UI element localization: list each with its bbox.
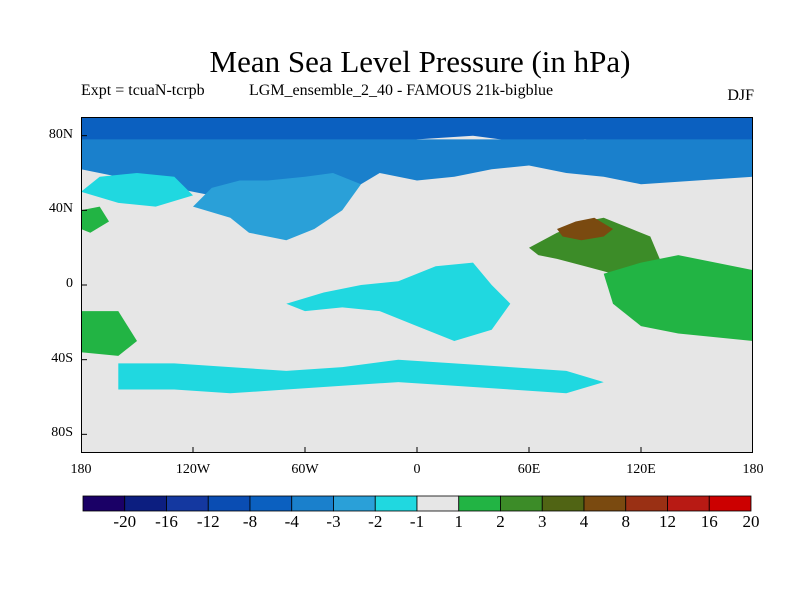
colorbar-label: 1 [454, 512, 464, 531]
colorbar-swatch [500, 495, 543, 512]
x-tick-label: 60W [291, 462, 319, 477]
ensemble-label: LGM_ensemble_2_40 - FAMOUS 21k-bigblue [249, 82, 554, 99]
colorbar-swatch [625, 495, 668, 512]
colorbar-swatch [166, 495, 209, 512]
colorbar-label: -12 [196, 512, 220, 531]
colorbar-swatch [667, 495, 710, 512]
y-tick-label: 0 [66, 276, 73, 291]
colorbar-label: 12 [659, 512, 676, 531]
pressure-map [81, 117, 753, 453]
colorbar-swatch [124, 495, 167, 512]
anomaly-region-north-atlantic-positive [81, 206, 109, 233]
anomaly-region-north-america-atlantic-negative [193, 173, 361, 241]
anomaly-region-southern-ocean-negative [118, 359, 604, 394]
colorbar-swatch [82, 495, 126, 512]
y-tick-label: 80S [51, 425, 73, 441]
anomaly-region-tibet-positive [557, 217, 613, 241]
anomaly-region-south-pacific-positive [81, 311, 137, 356]
chart-title: Mean Sea Level Pressure (in hPa) [209, 44, 631, 79]
anomaly-region-maritime-continent-positive [603, 255, 753, 341]
season-label: DJF [727, 87, 754, 104]
colorbar-label: -4 [284, 512, 299, 531]
colorbar-swatch [708, 495, 752, 512]
colorbar-label: 8 [621, 512, 631, 531]
anomaly-region-north-pacific-negative [81, 173, 193, 207]
colorbar-swatch [541, 495, 585, 512]
colorbar-label: 16 [700, 512, 718, 531]
colorbar-label: -2 [368, 512, 383, 531]
x-tick-label: 0 [413, 462, 421, 477]
colorbar-swatch [291, 495, 334, 512]
colorbar-swatch [333, 495, 376, 512]
anomaly-region-tropical-atlantic-africa-negative [286, 262, 511, 341]
colorbar-label: -20 [113, 512, 137, 531]
y-tick-label: 40N [48, 201, 73, 217]
x-tick-label: 180 [742, 462, 764, 477]
map-panel [81, 117, 753, 453]
colorbar-swatch [458, 495, 501, 512]
colorbar-label: 20 [742, 512, 760, 531]
colorbar-label: -1 [409, 512, 425, 531]
y-tick-label: 80N [48, 126, 73, 142]
y-tick-label: 40S [51, 350, 73, 366]
colorbar-swatch [207, 495, 251, 512]
x-tick-label: 60E [517, 462, 541, 477]
colorbar-label: 4 [579, 512, 589, 531]
colorbar-swatch [416, 495, 460, 512]
x-tick-label: 120E [626, 462, 656, 477]
colorbar-label: -8 [242, 512, 258, 531]
experiment-label: Expt = tcuaN-tcrpb [81, 82, 205, 99]
colorbar-swatch [249, 495, 293, 512]
colorbar-label: 3 [538, 512, 547, 531]
colorbar-swatch [374, 495, 418, 512]
x-tick-label: 180 [70, 462, 92, 477]
colorbar-label: -3 [326, 512, 341, 531]
colorbar-label: 2 [496, 512, 505, 531]
x-tick-label: 120W [175, 462, 211, 477]
colorbar-swatch [583, 495, 627, 512]
colorbar-label: -16 [155, 512, 178, 531]
